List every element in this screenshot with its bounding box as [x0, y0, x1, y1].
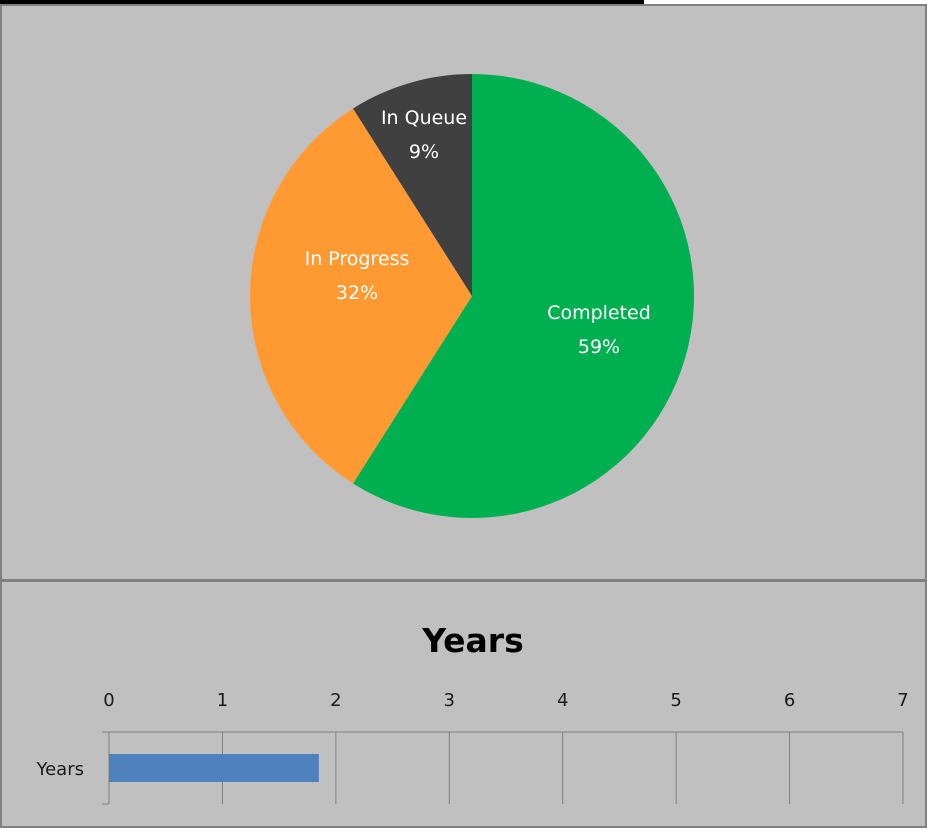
bar-years — [109, 754, 319, 782]
pie-percent-completed: 59% — [578, 336, 620, 358]
pie-slice-in-progress — [249, 108, 472, 484]
x-tick-label-6: 6 — [784, 690, 795, 711]
window-top-bar — [0, 0, 644, 5]
bar-chart-panel: Years 0 1 2 3 4 5 6 7 Years — [0, 579, 927, 828]
x-tick-label-5: 5 — [670, 690, 681, 711]
pie-label-completed: Completed — [547, 302, 651, 324]
x-tick-label-1: 1 — [217, 690, 228, 711]
x-tick-label-0: 0 — [103, 690, 114, 711]
x-tick-label-7: 7 — [897, 690, 908, 711]
pie-slice-completed — [353, 74, 695, 519]
pie-chart: Completed 59% In Progress 32% In Queue 9% — [249, 74, 695, 519]
x-tick-label-4: 4 — [557, 690, 568, 711]
pie-chart-panel: Completed 59% In Progress 32% In Queue 9% — [0, 4, 927, 582]
pie-percent-in-queue: 9% — [409, 141, 439, 163]
x-tick-label-3: 3 — [444, 690, 455, 711]
category-label-years: Years — [36, 759, 85, 780]
pie-percent-in-progress: 32% — [336, 282, 378, 304]
bar-chart: Years 0 1 2 3 4 5 6 7 Years — [36, 621, 909, 805]
pie-slice-in-queue — [353, 74, 472, 296]
bar-chart-title: Years — [421, 621, 523, 660]
x-tick-label-2: 2 — [330, 690, 341, 711]
pie-label-in-progress: In Progress — [305, 248, 410, 270]
pie-label-in-queue: In Queue — [381, 107, 467, 129]
